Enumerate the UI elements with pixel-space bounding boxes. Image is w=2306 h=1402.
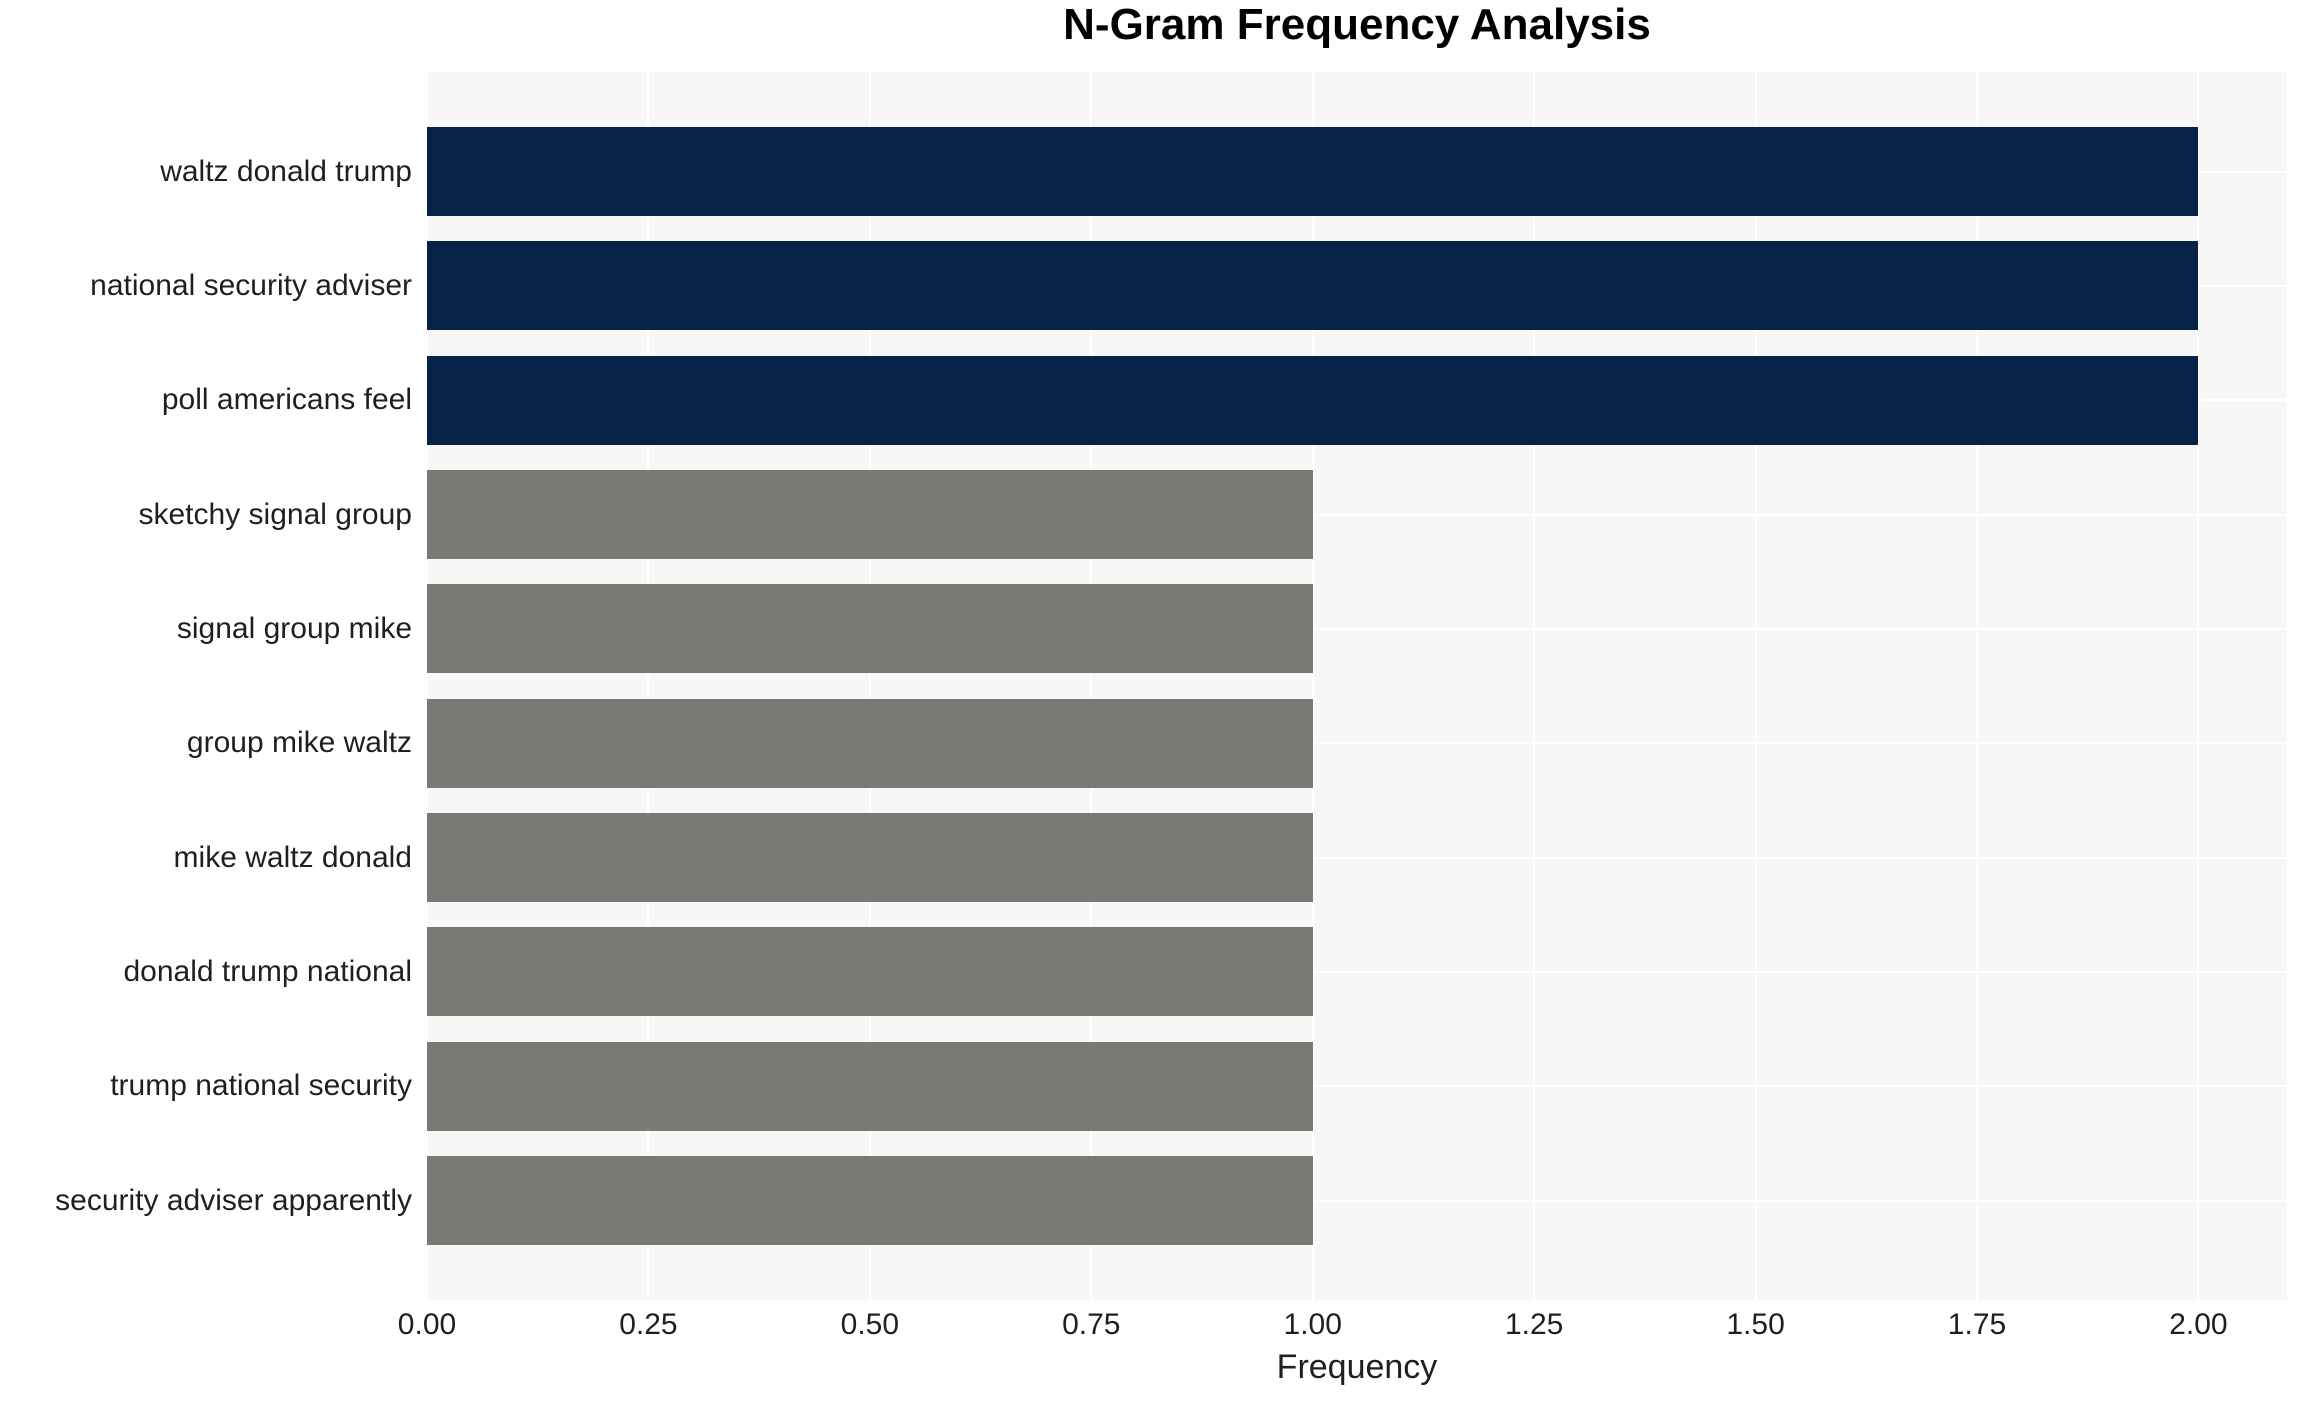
y-tick-label: group mike waltz <box>186 726 412 760</box>
bar <box>427 127 2199 216</box>
y-tick-label: national security adviser <box>90 268 412 302</box>
bar <box>427 1041 1313 1131</box>
y-tick-label: signal group mike <box>176 611 412 645</box>
vertical-gridline <box>1311 72 1314 1300</box>
plot-area <box>427 72 2287 1300</box>
x-tick-label: 0.75 <box>1062 1308 1121 1341</box>
vertical-gridline <box>1976 72 1978 1300</box>
horizontal-gridline <box>427 742 2287 745</box>
x-axis: 0.00 0.25 0.50 0.75 1.00 1.25 1.50 1.75 2.00 <box>0 1308 2306 1346</box>
horizontal-gridline <box>427 513 2287 516</box>
y-tick-label: security adviser apparently <box>55 1183 412 1217</box>
x-tick-label: 0.50 <box>840 1308 900 1341</box>
bar <box>427 1156 1313 1245</box>
vertical-gridline <box>647 72 650 1300</box>
vertical-gridline <box>1090 72 1093 1300</box>
bar <box>427 698 1313 788</box>
x-tick-label: 1.00 <box>1283 1308 1342 1341</box>
y-tick-label: mike waltz donald <box>173 840 412 874</box>
x-tick-label: 0.25 <box>619 1308 678 1341</box>
vertical-gridline <box>868 72 871 1300</box>
bar <box>427 927 1313 1017</box>
bar <box>427 355 2199 445</box>
y-tick-label: trump national security <box>110 1069 412 1103</box>
y-axis: waltz donald trump national security advi… <box>0 72 412 1300</box>
x-tick-label: 1.25 <box>1504 1308 1564 1341</box>
horizontal-gridline <box>427 627 2287 630</box>
vertical-gridline <box>427 72 428 1300</box>
horizontal-gridline <box>427 856 2287 859</box>
horizontal-gridline <box>427 1199 2287 1202</box>
bar <box>427 813 1313 902</box>
x-tick-label: 1.75 <box>1947 1308 2007 1341</box>
x-axis-label: Frequency <box>1276 1348 1438 1386</box>
x-tick-label: 0.00 <box>397 1308 457 1341</box>
x-tick-label: 1.50 <box>1726 1308 1785 1341</box>
y-tick-label: sketchy signal group <box>138 497 413 531</box>
y-tick-label: poll americans feel <box>161 383 412 417</box>
bar <box>427 584 1313 674</box>
bar <box>427 241 2199 331</box>
vertical-gridline <box>2197 72 2200 1300</box>
x-tick-label: 2.00 <box>2169 1308 2228 1341</box>
y-tick-label: donald trump national <box>123 954 412 988</box>
horizontal-gridline <box>427 1085 2287 1088</box>
bar <box>427 470 1313 559</box>
vertical-gridline <box>1533 72 1536 1300</box>
horizontal-gridline <box>427 970 2287 973</box>
y-tick-label: waltz donald trump <box>160 154 412 188</box>
vertical-gridline <box>1754 72 1757 1300</box>
chart-title: N-Gram Frequency Analysis <box>1063 0 1651 49</box>
